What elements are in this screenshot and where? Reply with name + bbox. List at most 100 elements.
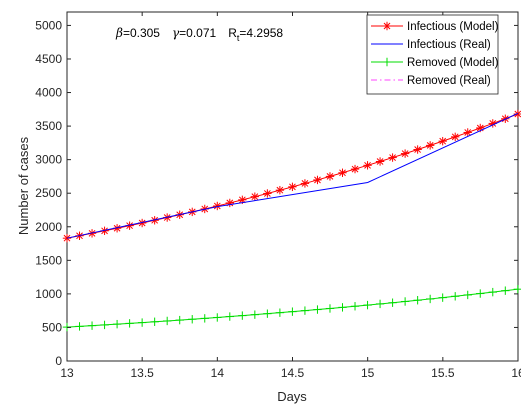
asterisk-marker (250, 192, 260, 201)
asterisk-marker (263, 189, 272, 198)
y-tick-label: 3500 (35, 119, 62, 133)
plus-marker (137, 318, 147, 327)
y-tick-label: 2000 (35, 220, 62, 234)
plus-marker (325, 304, 335, 313)
plus-marker (200, 314, 209, 323)
asterisk-marker (275, 185, 285, 195)
legend-entries: Infectious (Model) Infectious (Real) Remov… (371, 21, 499, 87)
legend-entry: Removed (Model) (371, 57, 499, 69)
asterisk-marker (225, 198, 234, 208)
asterisk-marker (451, 132, 460, 142)
y-axis-label: Number of cases (16, 136, 31, 235)
legend-label: Removed (Real) (407, 75, 491, 87)
legend-entry: Infectious (Real) (371, 39, 491, 51)
asterisk-marker (350, 164, 360, 174)
legend-label: Infectious (Real) (407, 39, 491, 51)
plus-marker (338, 303, 347, 312)
plus-marker (400, 297, 410, 306)
y-tick-label: 1500 (35, 253, 62, 267)
asterisk-marker (413, 145, 422, 154)
asterisk-marker (400, 149, 410, 158)
x-tick-label: 14.5 (281, 366, 305, 380)
plus-marker (313, 305, 322, 314)
rt-label: R (228, 26, 237, 40)
plus-marker (150, 317, 159, 326)
asterisk-marker (363, 161, 372, 170)
plus-marker (87, 321, 97, 330)
asterisk-marker (438, 136, 447, 146)
legend-label: Infectious (Model) (407, 21, 499, 33)
plus-marker (250, 310, 260, 319)
series-infectious-model (62, 109, 521, 243)
x-tick-label: 16 (511, 366, 521, 380)
series-line (66, 112, 519, 239)
y-tick-label: 500 (42, 320, 62, 334)
plus-marker (125, 319, 134, 328)
y-tick-label: 4000 (35, 86, 62, 100)
plus-marker (425, 294, 435, 304)
plus-marker (112, 319, 122, 329)
legend-entry: Infectious (Model) (371, 21, 499, 33)
plus-marker (463, 290, 472, 300)
plus-marker (488, 287, 497, 297)
series-infectious-real (66, 112, 519, 239)
x-tick-label: 13 (60, 366, 74, 380)
plus-marker (188, 315, 197, 324)
x-tick-label: 15 (361, 366, 375, 380)
rt-subscript: t (237, 33, 240, 43)
plus-marker (382, 57, 392, 67)
legend: Infectious (Model) Infectious (Real) Remov… (366, 14, 499, 95)
ticks-layer: 13 13.5 14 14.5 15 15.5 16 0 500 1000 1500 2000 2500… (35, 12, 521, 380)
x-tick-label: 14 (211, 366, 225, 380)
asterisk-marker (313, 175, 322, 185)
asterisk-marker (288, 182, 297, 192)
plus-marker (350, 302, 360, 311)
plus-marker (175, 315, 184, 325)
asterisk-marker (100, 226, 109, 236)
x-tick-label: 15.5 (431, 366, 455, 380)
beta-value: =0.305 (123, 26, 160, 40)
legend-entry: Removed (Real) (371, 75, 491, 87)
asterisk-marker (382, 21, 392, 31)
series-layer (62, 109, 521, 332)
y-tick-label: 1000 (35, 287, 62, 301)
plus-marker (363, 300, 372, 310)
plus-marker (388, 298, 397, 307)
plus-marker (288, 307, 297, 316)
asterisk-marker (463, 128, 472, 137)
gamma-value: =0.071 (179, 26, 216, 40)
y-tick-label: 2500 (35, 186, 62, 200)
plus-marker (162, 316, 172, 326)
y-tick-label: 3000 (35, 153, 62, 167)
y-tick-label: 4500 (35, 52, 62, 66)
plus-marker (100, 320, 109, 330)
plus-marker (300, 306, 310, 315)
plus-marker (501, 286, 510, 295)
y-tick-label: 0 (55, 354, 62, 368)
plus-marker (213, 313, 222, 322)
x-axis-label: Days (277, 389, 307, 404)
asterisk-marker (375, 157, 385, 166)
plus-marker (375, 299, 385, 309)
plus-marker (75, 322, 84, 331)
y-tick-label: 5000 (35, 18, 62, 32)
plus-marker (238, 311, 247, 320)
series-removed-model (62, 284, 521, 332)
legend-label: Removed (Model) (407, 57, 499, 69)
plus-marker (451, 292, 460, 301)
asterisk-marker (388, 153, 397, 162)
plus-marker (275, 308, 285, 317)
beta-symbol: β (115, 26, 123, 40)
asterisk-marker (300, 179, 310, 188)
asterisk-marker (325, 172, 335, 181)
plus-marker (225, 312, 234, 321)
plus-marker (413, 296, 422, 305)
gamma-symbol: γ (172, 26, 180, 40)
plus-marker (476, 289, 485, 298)
parameter-annotation: β=0.305 γ=0.071 Rt=4.2958 (115, 26, 283, 43)
asterisk-marker (338, 168, 347, 177)
plus-marker (263, 309, 272, 318)
plus-marker (438, 293, 447, 302)
asterisk-marker (425, 141, 435, 150)
